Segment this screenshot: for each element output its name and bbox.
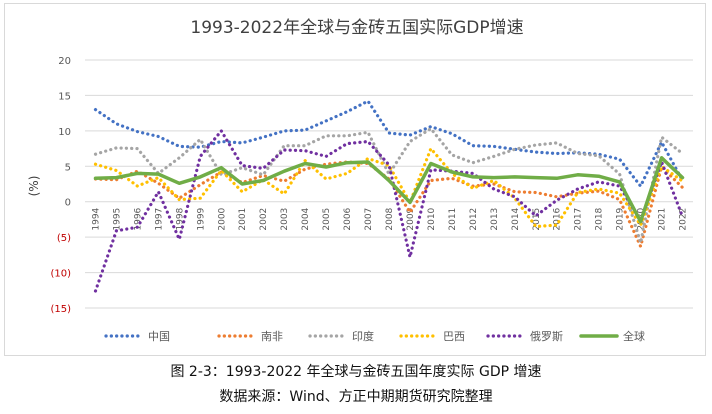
legend-label: 巴西 <box>443 330 465 343</box>
chart-frame: 1993-2022年全球与金砖五国实际GDP增速 (%) 20 15 10 5 0 (5)… <box>4 3 706 356</box>
x-tick-label: 2021 <box>658 208 668 231</box>
x-tick-label: 2014 <box>511 207 521 230</box>
chart-title: 1993-2022年全球与金砖五国实际GDP增速 <box>190 18 523 38</box>
x-tick-label: 2022 <box>679 208 689 231</box>
x-tick-label: 2002 <box>259 208 269 231</box>
x-tick-labels: 1994 1995 1996 1997 1998 1999 2000 2001 2002 2003… <box>91 207 688 230</box>
series-layer <box>93 99 685 293</box>
legend-label: 南非 <box>261 330 283 343</box>
x-tick-label: 2012 <box>469 208 479 231</box>
grid-layer <box>85 59 693 309</box>
x-tick-label: 2001 <box>238 208 248 231</box>
x-tick-label: 2000 <box>217 207 227 230</box>
legend: 中国 南非 印度 巴西 俄罗斯 全球 <box>104 329 645 343</box>
x-tick-label: 2016 <box>553 207 563 230</box>
legend-label: 俄罗斯 <box>530 330 563 343</box>
y-tick-label: (10) <box>50 269 71 280</box>
x-tick-label: 2013 <box>490 208 500 231</box>
chart-svg: 1993-2022年全球与金砖五国实际GDP增速 (%) 20151050(5)… <box>27 18 693 343</box>
legend-label: 全球 <box>623 329 645 343</box>
x-tick-label: 2004 <box>301 207 311 230</box>
x-tick-label: 1999 <box>196 207 206 230</box>
x-tick-label: 1997 <box>154 208 164 231</box>
y-tick-labels: 20 15 10 5 0 (5) (10) (15) <box>50 56 71 315</box>
x-tick-label: 1994 <box>91 207 101 230</box>
figure-caption: 图 2-3：1993-2022 年全球与金砖五国年度实际 GDP 增速 <box>170 364 542 380</box>
x-tick-label: 2019 <box>616 207 626 230</box>
y-axis-label: (%) <box>27 176 41 197</box>
y-tick-label: 0 <box>65 198 71 209</box>
x-tick-label: 2018 <box>595 207 605 230</box>
x-tick-label: 2009 <box>406 207 416 230</box>
y-tick-label: 15 <box>58 91 71 102</box>
y-tick-label: 10 <box>58 127 71 138</box>
data-source-caption: 数据来源：Wind、方正中期期货研究院整理 <box>219 389 493 405</box>
series-line-全球 <box>93 156 685 224</box>
y-tick-label: 20 <box>58 56 71 67</box>
y-tick-label: (15) <box>50 304 71 315</box>
x-tick-label: 2003 <box>280 208 290 231</box>
x-tick-label: 1998 <box>175 207 185 230</box>
x-tick-label: 2008 <box>385 207 395 230</box>
x-tick-label: 2007 <box>364 208 374 231</box>
legend-label: 印度 <box>352 329 374 343</box>
x-tick-label: 2005 <box>322 208 332 231</box>
x-tick-label: 2011 <box>448 208 458 231</box>
x-tick-label: 2015 <box>532 208 542 231</box>
x-tick-label: 2010 <box>427 207 437 230</box>
x-tick-label: 2017 <box>574 208 584 231</box>
x-tick-label: 1996 <box>133 207 143 230</box>
series-line-印度 <box>93 127 685 245</box>
series-line-巴西 <box>93 147 685 229</box>
x-tick-label: 1995 <box>112 208 122 231</box>
y-tick-label: (5) <box>57 233 71 244</box>
legend-label: 中国 <box>148 330 170 343</box>
y-tick-label: 5 <box>65 162 71 173</box>
x-tick-label: 2006 <box>343 207 353 230</box>
